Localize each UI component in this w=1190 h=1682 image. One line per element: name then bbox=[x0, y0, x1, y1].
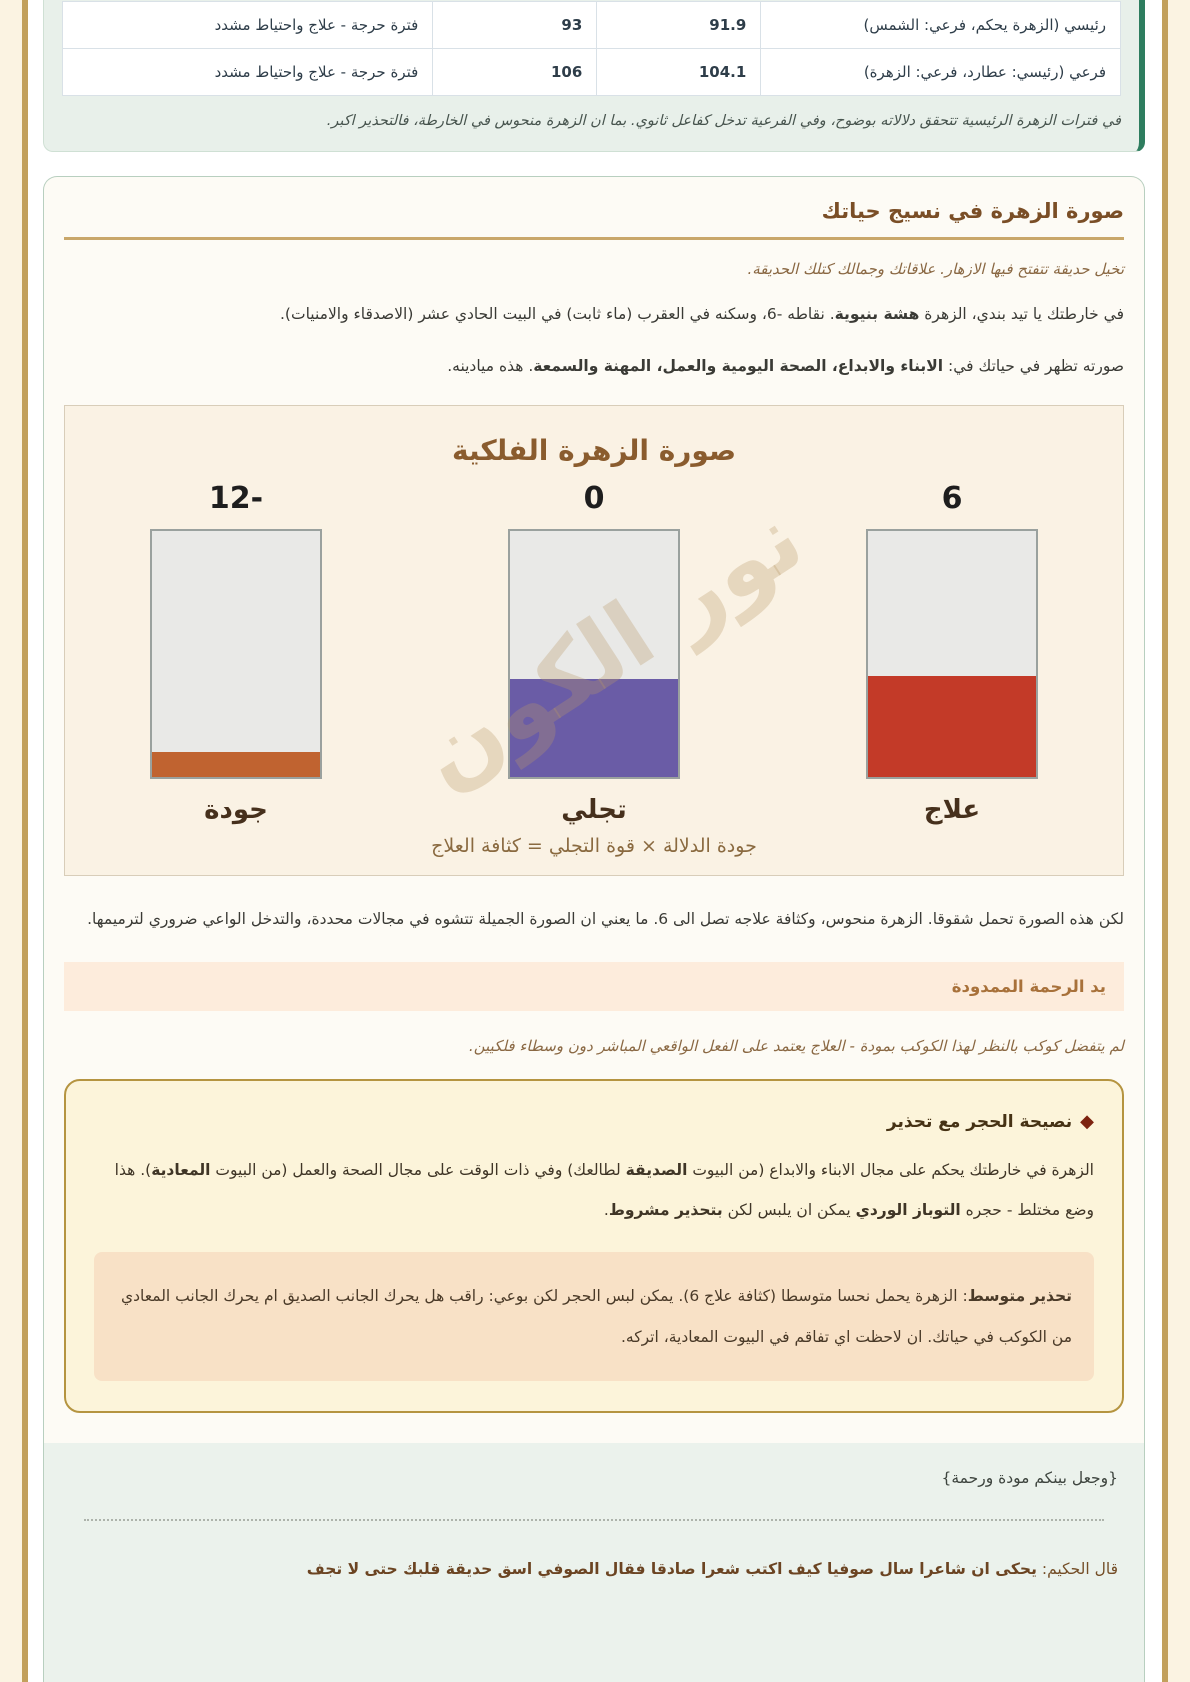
life-areas-paragraph: صورته تظهر في حياتك في: الابناء والابداع… bbox=[447, 356, 1124, 375]
advice-card-title: ◆نصيحة الحجر مع تحذير bbox=[886, 1110, 1094, 1132]
page-margin-right bbox=[1164, 0, 1190, 1682]
title-rule bbox=[64, 237, 1124, 241]
closing-section: {وجعل بينكم مودة ورحمة} قال الحكيم: يحكى… bbox=[44, 1442, 1144, 1682]
dasha-period-label: رئيسي (الزهرة يحكم، فرعي: الشمس) bbox=[760, 1, 1121, 49]
chart-column-quality: -12 جودة bbox=[150, 481, 322, 825]
page-border-left bbox=[22, 0, 28, 1682]
warning-box: تحذير متوسط: الزهرة يحمل نحسا متوسطا (كث… bbox=[94, 1252, 1094, 1381]
venus-bar-chart: نور الكون صورة الزهرة الفلكية 6 علاج 0 ت… bbox=[64, 405, 1124, 877]
bar-track bbox=[866, 529, 1038, 780]
lead-italic-text: تخيل حديقة تتفتح فيها الازهار. علاقاتك و… bbox=[747, 260, 1124, 279]
dasha-table: رئيسي (الزهرة يحكم، فرعي: الشمس) 91.9 93… bbox=[61, 1, 1121, 96]
stone-advice-card: ◆نصيحة الحجر مع تحذير الزهرة في خارطتك ي… bbox=[64, 1078, 1124, 1413]
bar-value-label: -12 bbox=[208, 481, 264, 517]
content-column: رئيسي (الزهرة يحكم، فرعي: الشمس) 91.9 93… bbox=[43, 0, 1145, 1682]
bar-value-label: 6 bbox=[941, 481, 963, 517]
table-row: فرعي (رئيسي: عطارد، فرعي: الزهرة) 104.1 … bbox=[61, 48, 1121, 96]
chart-column-manifestation: 0 تجلي bbox=[508, 481, 680, 825]
mercy-italic-text: لم يتفضل كوكب بالنظر لهذا الكوكب بمودة -… bbox=[468, 1036, 1124, 1055]
chart-column-treatment: 6 علاج bbox=[866, 481, 1038, 825]
dasha-period-label: فرعي (رئيسي: عطارد، فرعي: الزهرة) bbox=[760, 48, 1121, 96]
dasha-results-section: رئيسي (الزهرة يحكم، فرعي: الشمس) 91.9 93… bbox=[43, 0, 1145, 153]
dasha-end-value: 106 bbox=[432, 48, 598, 96]
dasha-status: فترة حرجة - علاج واحتياط مشدد bbox=[61, 1, 434, 49]
dasha-note: في فترات الزهرة الرئيسية تتحقق دلالاته ب… bbox=[326, 113, 1121, 129]
mercy-section-header: يد الرحمة الممدودة bbox=[64, 961, 1124, 1011]
diamond-icon: ◆ bbox=[1080, 1110, 1094, 1132]
chart-title: صورة الزهرة الفلكية bbox=[451, 434, 737, 468]
chart-intro-paragraph: في خارطتك يا تيد بندي، الزهرة هشة بنيوية… bbox=[280, 305, 1124, 324]
chart-conclusion-paragraph: لكن هذه الصورة تحمل شقوقا. الزهرة منحوس،… bbox=[87, 910, 1124, 929]
chart-columns: 6 علاج 0 تجلي -12 جودة bbox=[95, 481, 1093, 825]
wise-saying: قال الحكيم: يحكى ان شاعرا سال صوفيا كيف … bbox=[306, 1559, 1118, 1578]
bar-fill-manifestation bbox=[510, 678, 678, 778]
bar-category-label: جودة bbox=[204, 795, 268, 826]
bar-category-label: تجلي bbox=[561, 795, 627, 826]
chart-formula-caption: جودة الدلالة × قوة التجلي = كثافة العلاج bbox=[431, 835, 757, 858]
dasha-status: فترة حرجة - علاج واحتياط مشدد bbox=[61, 48, 434, 96]
card-title: صورة الزهرة في نسيج حياتك bbox=[821, 199, 1124, 224]
table-row: رئيسي (الزهرة يحكم، فرعي: الشمس) 91.9 93… bbox=[61, 1, 1121, 49]
quran-quote: {وجعل بينكم مودة ورحمة} bbox=[941, 1468, 1119, 1487]
page-margin-left bbox=[0, 0, 26, 1682]
advice-paragraph: الزهرة في خارطتك يحكم على مجال الابناء و… bbox=[114, 1160, 1094, 1219]
bar-category-label: علاج bbox=[923, 795, 981, 826]
dasha-end-value: 93 bbox=[432, 1, 598, 49]
bar-track bbox=[150, 529, 322, 780]
bar-fill-quality bbox=[152, 752, 320, 778]
dotted-divider bbox=[84, 1518, 1104, 1521]
venus-image-card: صورة الزهرة في نسيج حياتك تخيل حديقة تتف… bbox=[43, 176, 1145, 1682]
bar-value-label: 0 bbox=[583, 481, 605, 517]
bar-fill-treatment bbox=[868, 676, 1036, 778]
page-border-right bbox=[1162, 0, 1168, 1682]
dasha-start-value: 91.9 bbox=[596, 1, 762, 49]
bar-track bbox=[508, 529, 680, 780]
dasha-start-value: 104.1 bbox=[596, 48, 762, 96]
